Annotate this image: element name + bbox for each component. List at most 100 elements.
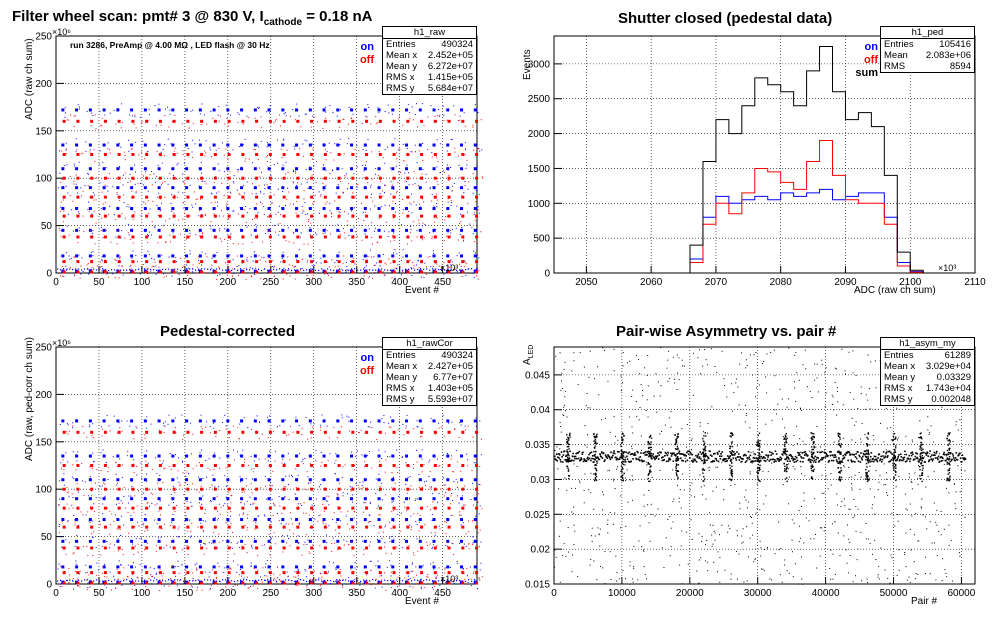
data-point (320, 573, 322, 575)
data-point (117, 260, 121, 264)
data-point (205, 426, 207, 428)
data-point (228, 491, 230, 493)
data-point (317, 520, 319, 522)
data-point (237, 112, 239, 114)
data-point (214, 167, 216, 169)
data-point (272, 470, 274, 472)
data-point (73, 115, 75, 117)
data-point (241, 176, 245, 180)
data-point (146, 273, 148, 275)
data-point (307, 221, 309, 223)
data-point (58, 505, 60, 507)
data-point (148, 231, 150, 233)
data-point (473, 186, 477, 190)
data-point (717, 460, 720, 463)
data-point (444, 435, 446, 437)
data-point (326, 201, 328, 203)
data-point (461, 260, 465, 264)
data-point (368, 106, 370, 108)
data-point (442, 105, 444, 107)
data-point (218, 120, 220, 122)
data-point (201, 103, 203, 105)
data-point (423, 587, 425, 589)
data-point (432, 167, 436, 171)
data-point (107, 142, 109, 144)
data-point (209, 571, 211, 573)
data-point (324, 273, 326, 275)
data-point (146, 416, 148, 418)
data-point (415, 566, 417, 568)
data-point (419, 519, 421, 521)
data-point (129, 114, 131, 116)
data-point (144, 530, 146, 532)
data-point (266, 141, 268, 143)
data-point (172, 506, 176, 510)
data-point (158, 546, 162, 550)
data-point (117, 538, 119, 540)
data-point (102, 428, 104, 430)
data-point (104, 584, 106, 586)
data-point (143, 434, 145, 436)
data-point (416, 498, 418, 500)
data-point (714, 452, 716, 455)
data-point (447, 153, 451, 156)
data-point (652, 453, 654, 455)
data-point (251, 565, 253, 567)
data-point (301, 212, 303, 214)
data-point (377, 539, 381, 543)
data-point (241, 545, 243, 547)
data-point (189, 250, 191, 252)
data-point (82, 215, 84, 217)
data-point (460, 497, 464, 501)
data-point (401, 456, 403, 458)
data-point (420, 464, 424, 467)
data-point (375, 167, 377, 169)
data-point (118, 142, 120, 144)
data-point (258, 107, 260, 109)
data-point (102, 237, 104, 239)
data-point (310, 260, 314, 264)
data-point (99, 268, 101, 270)
data-point (348, 544, 350, 546)
data-point (93, 503, 95, 505)
data-point (122, 184, 124, 186)
data-point (176, 585, 178, 587)
data-point (308, 482, 310, 484)
data-point (294, 269, 296, 271)
data-point (609, 458, 612, 461)
data-point (421, 449, 423, 451)
data-point (418, 266, 420, 268)
data-point (444, 484, 446, 486)
data-point (76, 119, 80, 123)
data-point (385, 221, 387, 223)
data-point (447, 546, 451, 550)
data-point (284, 495, 286, 497)
data-point (312, 188, 314, 190)
data-point (442, 477, 444, 479)
data-point (468, 548, 470, 550)
data-point (763, 459, 766, 462)
y-axis-title: ADC (raw ch sum) (24, 38, 35, 120)
x-tick-label: 50 (93, 277, 105, 288)
data-point (90, 464, 94, 467)
stats-row: Entries 490324 (386, 350, 473, 361)
data-point (382, 271, 384, 273)
data-point (323, 581, 327, 585)
data-point (787, 456, 790, 459)
data-point (255, 119, 259, 123)
data-point (282, 551, 284, 553)
data-point (100, 470, 102, 472)
data-point (95, 128, 97, 130)
data-point (253, 419, 257, 423)
data-point (240, 167, 244, 171)
data-point (305, 213, 307, 215)
data-point (297, 568, 299, 570)
data-point (365, 265, 367, 267)
data-point (383, 230, 385, 232)
data-point (296, 546, 300, 550)
data-point (463, 112, 465, 114)
data-point (226, 108, 230, 112)
data-point (679, 453, 681, 455)
data-point (406, 153, 410, 156)
data-point (371, 467, 373, 469)
